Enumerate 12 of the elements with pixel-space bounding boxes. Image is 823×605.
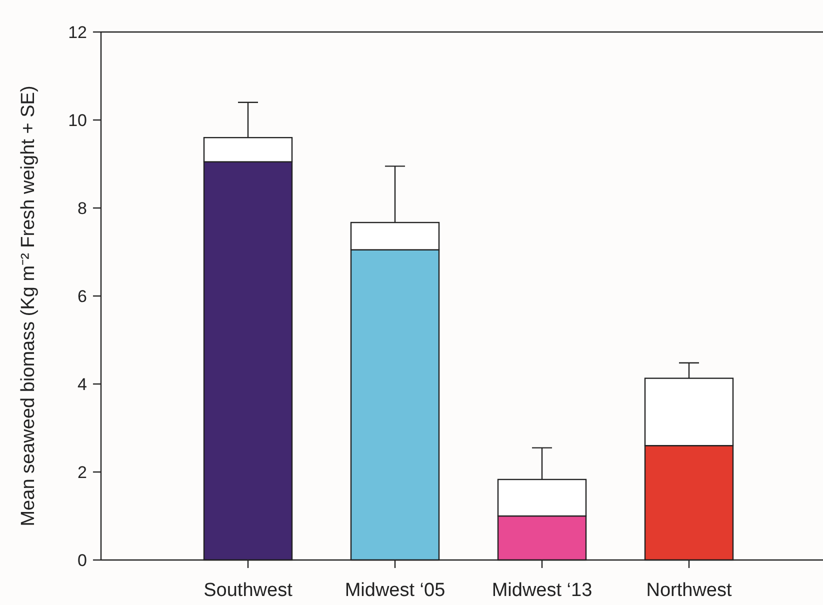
y-tick-label: 6 (78, 286, 87, 306)
x-tick-label: Southwest (204, 580, 294, 601)
y-tick-label: 10 (68, 110, 87, 130)
y-axis-title: Mean seaweed biomass (Kg m⁻² Fresh weight + SE) (18, 86, 39, 526)
x-tick-label: Midwest ‘05 (344, 580, 446, 601)
x-tick-label: Midwest ‘13 (492, 580, 592, 601)
y-tick-label: 0 (78, 550, 87, 570)
y-tick-label: 8 (78, 198, 87, 218)
y-tick-label: 4 (78, 374, 87, 394)
y-tick-label: 2 (78, 462, 87, 482)
x-tick-label: Northwest (646, 580, 732, 601)
y-tick-label: 12 (68, 22, 87, 42)
